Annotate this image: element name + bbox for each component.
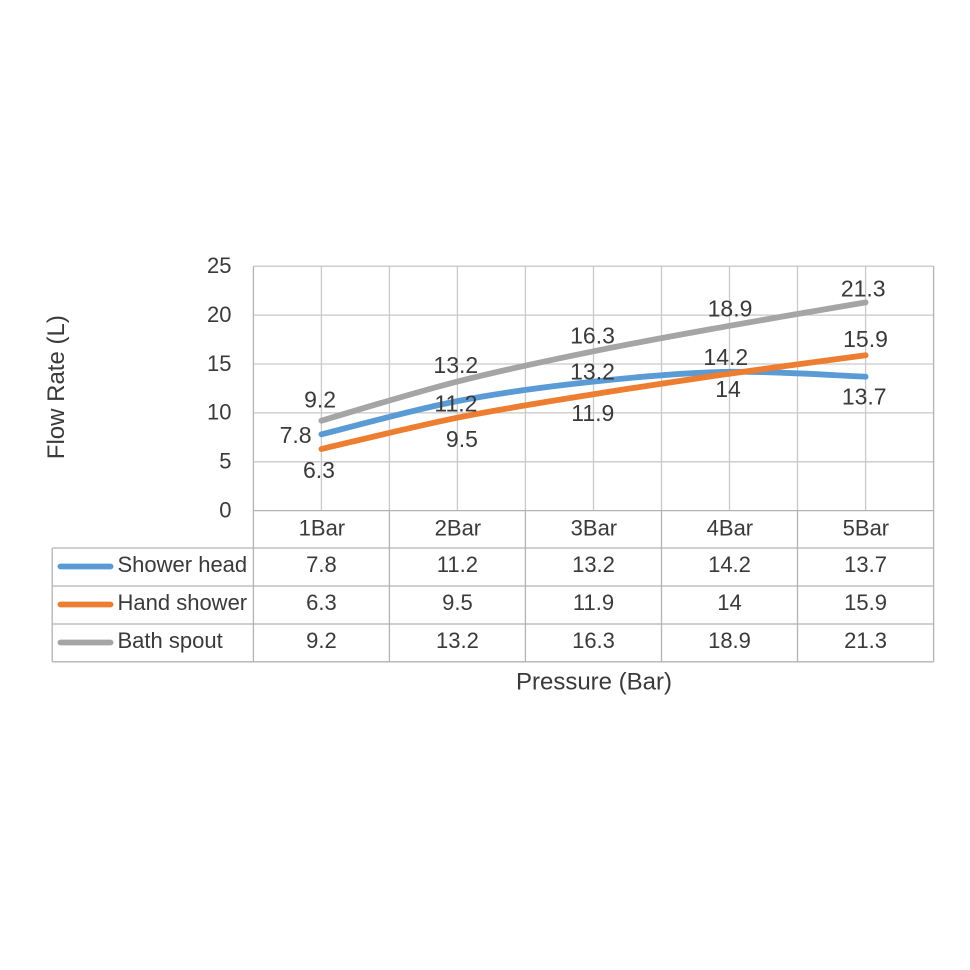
svg-text:15: 15 [207,351,231,376]
svg-text:7.8: 7.8 [280,422,312,448]
svg-text:3Bar: 3Bar [571,516,617,541]
svg-text:13.7: 13.7 [844,552,887,577]
svg-text:21.3: 21.3 [844,628,887,653]
svg-text:13.2: 13.2 [570,358,615,384]
svg-text:2Bar: 2Bar [435,516,481,541]
svg-text:13.2: 13.2 [433,352,478,378]
svg-text:Shower head: Shower head [118,552,248,577]
svg-text:11.2: 11.2 [434,391,477,417]
svg-text:Bath spout: Bath spout [118,628,223,653]
svg-text:9.2: 9.2 [306,628,337,653]
svg-text:13.2: 13.2 [572,552,615,577]
svg-text:16.3: 16.3 [572,628,615,653]
svg-text:10: 10 [207,400,231,425]
svg-text:1Bar: 1Bar [299,516,345,541]
svg-text:14.2: 14.2 [703,344,748,370]
svg-text:18.9: 18.9 [708,628,751,653]
svg-text:0: 0 [219,497,231,522]
svg-text:15.9: 15.9 [843,326,888,352]
svg-text:13.2: 13.2 [436,628,479,653]
svg-text:9.5: 9.5 [442,590,473,615]
svg-text:11.2: 11.2 [437,552,478,577]
svg-text:14: 14 [717,590,741,615]
svg-text:16.3: 16.3 [570,323,615,349]
svg-text:20: 20 [207,302,231,327]
svg-text:11.9: 11.9 [573,590,614,615]
svg-text:18.9: 18.9 [708,296,753,322]
svg-text:11.9: 11.9 [571,400,614,426]
svg-text:5Bar: 5Bar [843,516,889,541]
svg-text:9.5: 9.5 [446,426,478,452]
svg-text:15.9: 15.9 [844,590,887,615]
svg-text:6.3: 6.3 [303,457,335,483]
svg-text:9.2: 9.2 [304,387,336,413]
svg-text:5: 5 [219,449,231,474]
svg-text:Hand shower: Hand shower [118,590,248,615]
svg-text:21.3: 21.3 [841,275,886,301]
svg-text:14: 14 [715,376,741,402]
svg-text:Pressure (Bar): Pressure (Bar) [516,669,672,696]
svg-text:25: 25 [207,253,231,278]
svg-text:7.8: 7.8 [306,552,337,577]
svg-text:6.3: 6.3 [306,590,337,615]
svg-text:4Bar: 4Bar [707,516,753,541]
svg-text:13.7: 13.7 [842,383,887,409]
svg-text:Flow Rate (L): Flow Rate (L) [43,315,70,459]
svg-text:14.2: 14.2 [708,552,751,577]
